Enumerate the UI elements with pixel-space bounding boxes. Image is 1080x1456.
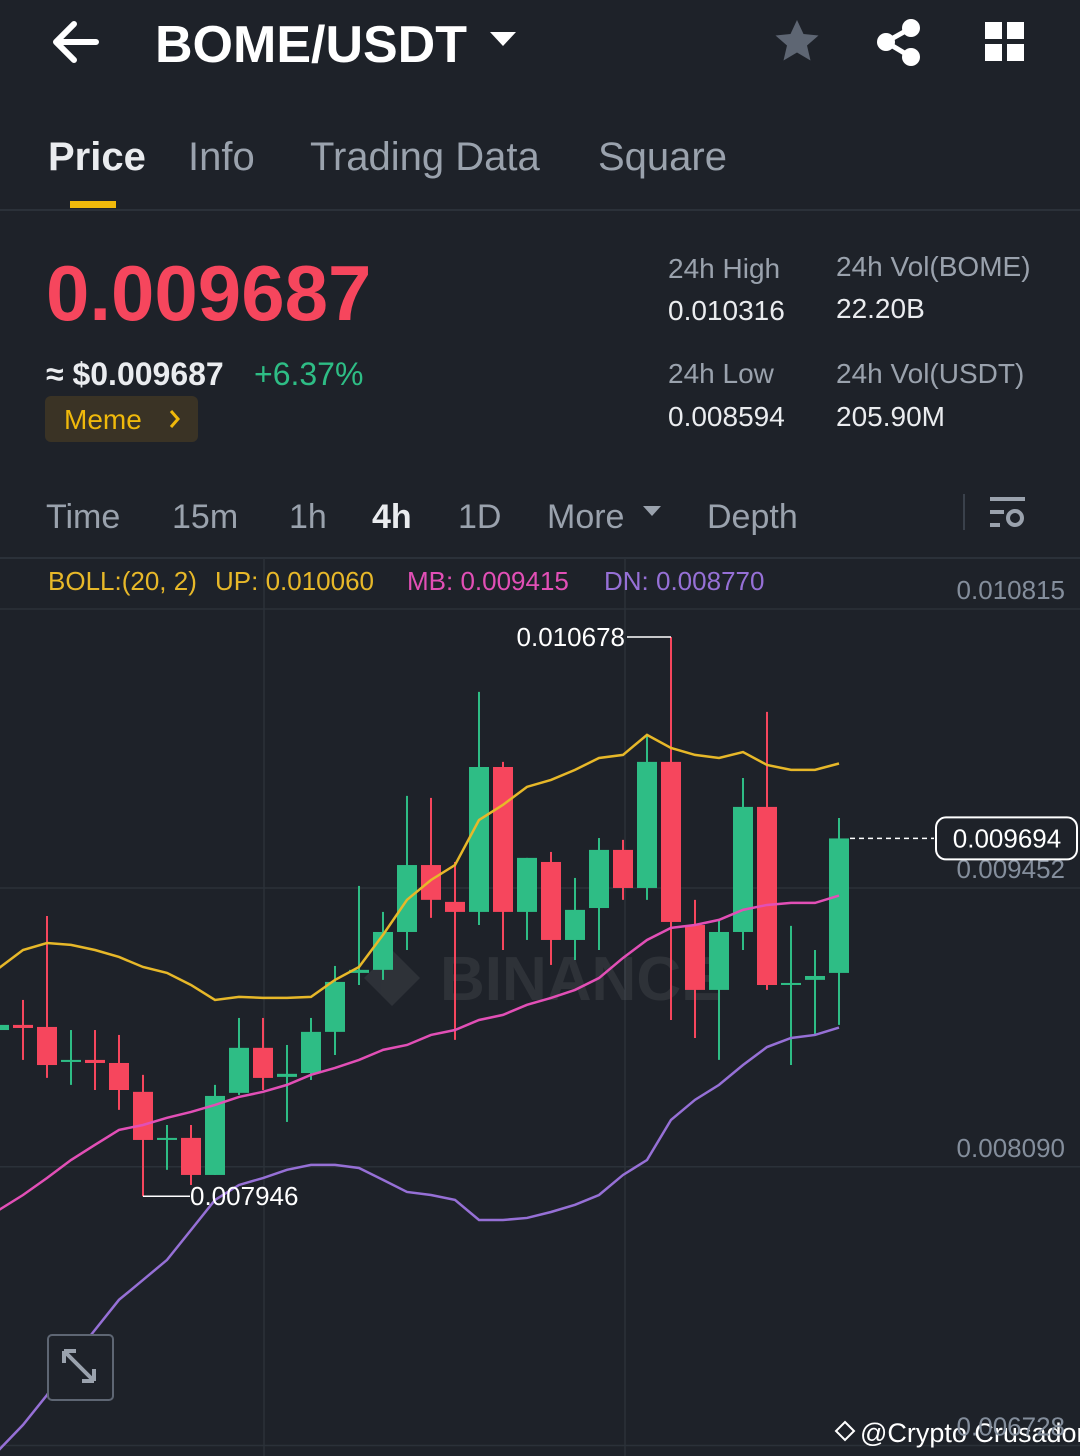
menu-grid-icon[interactable] [985,22,1024,61]
stat-label: 24h Low [668,358,775,389]
interval[interactable]: 1D [458,498,501,536]
chart-settings-icon[interactable] [990,497,1025,527]
candle-body [109,1062,129,1091]
tab[interactable]: Square [598,135,727,179]
last-price: 0.009687 [46,249,371,337]
candle-body [829,838,849,973]
stat-label: 24h Vol(USDT) [836,358,1024,389]
legend-entry: UP: 0.010060 [215,566,374,596]
candle-body [181,1137,201,1175]
candle-body [13,1024,33,1028]
share-icon[interactable] [877,19,920,66]
candle-body [421,865,441,900]
stat-value: 0.008594 [668,401,785,432]
boll-line [0,1026,840,1451]
pair-title[interactable]: BOME/USDT [155,16,467,74]
stat-value: 22.20B [836,293,925,324]
boll-line [0,733,840,1002]
price-change: +6.37% [254,356,363,392]
interval[interactable]: 15m [172,498,238,536]
candle-body [445,901,465,912]
candle-body [61,1059,81,1062]
candle-body [757,806,777,985]
low-marker-label: 0.007946 [190,1181,298,1211]
interval[interactable]: More [547,498,624,536]
stat-label: 24h Vol(BOME) [836,251,1031,282]
candle-body [277,1073,297,1077]
boll-line [0,894,840,1211]
expand-button[interactable] [47,1334,114,1401]
last-price-box [935,816,1078,861]
stat-value: 205.90M [836,401,945,432]
candle-body [733,806,753,932]
candle-body [493,766,513,912]
interval[interactable]: Time [46,498,120,536]
credit-logo [834,1420,856,1442]
candle-body [637,761,657,888]
candle-body [325,981,345,1032]
candle-body [37,1026,57,1066]
candle-body [805,975,825,980]
pair-dropdown[interactable] [490,32,516,46]
candle-body [349,969,369,973]
back-button[interactable] [53,21,99,63]
plot-area [0,608,1080,1451]
credit: @Crypto Crusador [860,1418,1080,1448]
indicator-label: BOLL:(20, 2) [48,566,197,596]
tag-chip[interactable] [45,396,198,442]
candle-body [373,931,393,970]
y-tick-label: 0.006728 [957,1412,1065,1442]
candle-body [229,1047,249,1093]
candle-body [133,1091,153,1140]
tag-arrow [169,410,180,428]
tab[interactable]: Price [48,135,146,179]
tag-label[interactable]: Meme [64,404,142,435]
stat-value: 0.010316 [668,295,785,326]
watermark-text: BINANCE [440,945,722,1014]
candle-body [685,925,705,990]
tab[interactable]: Info [188,135,255,179]
candle-body [781,982,801,985]
candle-body [589,849,609,909]
y-tick-label: 0.008090 [957,1133,1065,1163]
candle-body [469,766,489,912]
last-price-label: 0.009694 [953,823,1061,853]
interval[interactable]: 4h [372,498,412,536]
candle-body [85,1059,105,1063]
candle-body [541,861,561,940]
y-tick-label: 0.010815 [957,575,1065,605]
favorite-star[interactable] [775,20,819,61]
candle-body [517,857,537,912]
candle-body [205,1095,225,1175]
stat-label: 24h High [668,253,780,284]
candle-body [709,931,729,990]
legend-entry: MB: 0.009415 [407,566,569,596]
candle-body [0,1024,9,1031]
interval[interactable]: 1h [289,498,327,536]
legend-entry: DN: 0.008770 [604,566,764,596]
candle-body [253,1047,273,1078]
interval[interactable]: Depth [707,498,798,536]
candle-body [301,1031,321,1074]
more-dropdown[interactable] [643,506,661,516]
usd-price: ≈ $0.009687 [46,356,224,392]
tab[interactable]: Trading Data [310,135,541,179]
candle-body [613,849,633,888]
candle-body [157,1137,177,1140]
candle-body [565,909,585,940]
high-marker-label: 0.010678 [517,622,625,652]
candle-body [661,761,681,922]
tab-indicator [70,201,116,208]
